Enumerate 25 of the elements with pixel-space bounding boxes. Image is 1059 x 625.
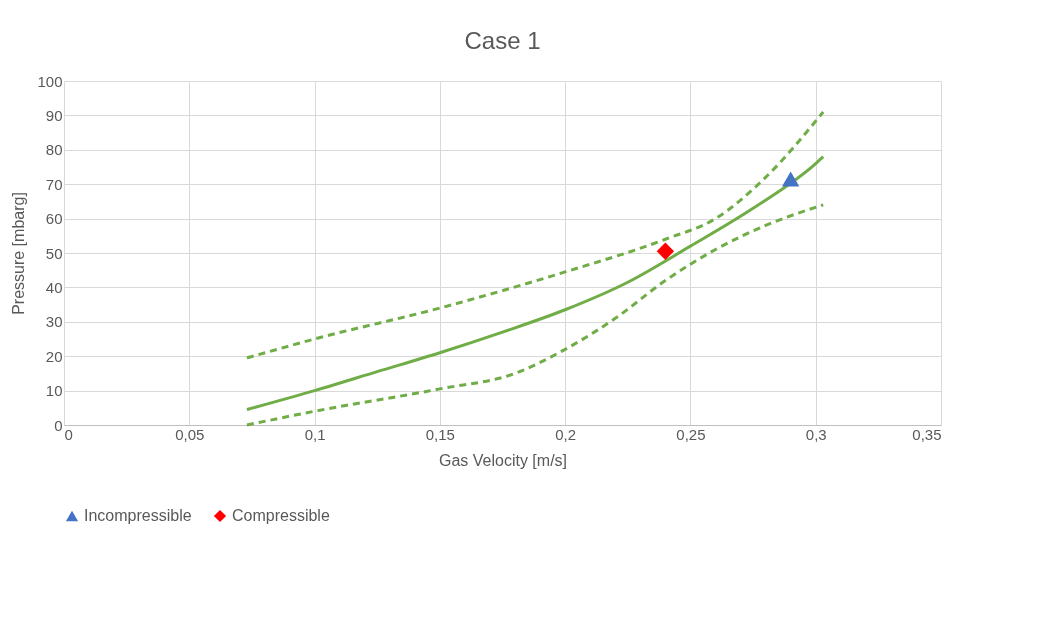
y-tick-label: 80 bbox=[45, 141, 63, 159]
x-axis-title: Gas Velocity [m/s] bbox=[438, 451, 568, 469]
x-tick-label: 0,05 bbox=[175, 425, 205, 443]
legend-label: Compressible bbox=[232, 507, 330, 524]
x-tick-label: 0,15 bbox=[425, 425, 455, 443]
y-tick-label: 10 bbox=[45, 382, 63, 400]
x-tick-label: 0,25 bbox=[676, 425, 706, 443]
x-tick-label: 0,3 bbox=[805, 425, 827, 443]
legend-label: Incompressible bbox=[84, 507, 192, 524]
y-tick-label: 100 bbox=[37, 72, 63, 90]
y-tick-label: 60 bbox=[45, 210, 63, 228]
line-series bbox=[245, 155, 825, 412]
y-tick-label: 50 bbox=[45, 244, 63, 262]
x-tick-label: 0,1 bbox=[304, 425, 326, 443]
line-series bbox=[245, 110, 825, 360]
y-tick-label: 70 bbox=[45, 175, 63, 193]
x-tick-label: 0,35 bbox=[912, 425, 942, 443]
y-tick-label: 20 bbox=[45, 347, 63, 365]
line-series bbox=[245, 203, 825, 427]
y-axis-title: Pressure [mbarg] bbox=[10, 192, 28, 315]
y-tick-label: 40 bbox=[45, 278, 63, 296]
y-tick-label: 90 bbox=[45, 106, 63, 124]
x-tick-label: 0,2 bbox=[555, 425, 577, 443]
chart-title: Case 1 bbox=[464, 27, 541, 54]
y-tick-label: 30 bbox=[45, 313, 63, 331]
